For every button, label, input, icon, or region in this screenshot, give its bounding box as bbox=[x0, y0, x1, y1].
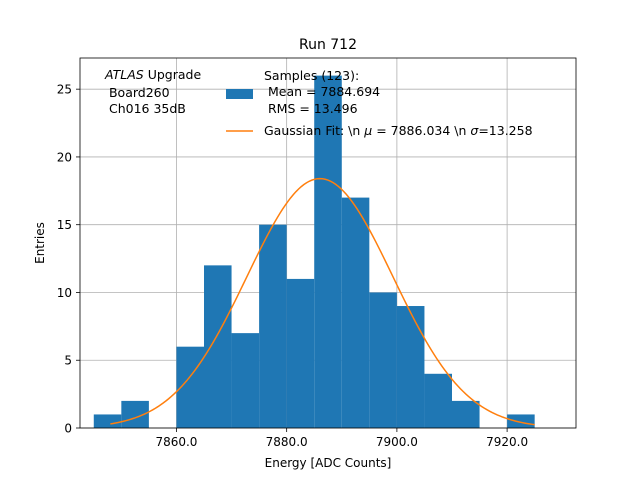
histogram-bar bbox=[452, 400, 480, 428]
histogram-bar bbox=[231, 333, 260, 428]
legend-fit-sigma-symbol: σ bbox=[470, 123, 479, 138]
y-tick-label: 0 bbox=[64, 422, 72, 436]
y-tick-label: 25 bbox=[57, 83, 72, 97]
histogram-bar bbox=[424, 373, 452, 428]
legend-fit-prefix: Gaussian Fit: \n bbox=[264, 123, 364, 138]
legend: Samples (123): Mean = 7884.694 RMS = 13.… bbox=[226, 68, 533, 138]
legend-histogram-swatch bbox=[226, 89, 253, 99]
y-tick-label: 20 bbox=[57, 150, 72, 164]
x-tick-label: 7900.0 bbox=[376, 435, 418, 449]
histogram-bar bbox=[204, 265, 232, 428]
legend-fit-sigma-value: =13.258 bbox=[478, 123, 532, 138]
x-axis-ticks: 7860.0 7880.0 7900.0 7920.0 bbox=[155, 428, 528, 449]
histogram-bar bbox=[341, 197, 370, 428]
legend-fit-mu-value: = 7886.034 \n bbox=[372, 123, 470, 138]
x-tick-label: 7920.0 bbox=[486, 435, 528, 449]
histogram-bars bbox=[93, 75, 535, 428]
x-axis-label: Energy [ADC Counts] bbox=[265, 456, 392, 470]
y-axis-label: Entries bbox=[33, 222, 47, 264]
histogram-bar bbox=[507, 414, 535, 428]
histogram-bar bbox=[259, 224, 287, 428]
legend-histogram-line-2: Mean = 7884.694 bbox=[264, 84, 380, 99]
x-tick-label: 7860.0 bbox=[155, 435, 197, 449]
atlas-annotation: ATLAS Upgrade Board260 Ch016 35dB bbox=[104, 67, 201, 116]
histogram-bar bbox=[314, 75, 342, 428]
upgrade-label: Upgrade bbox=[144, 67, 202, 82]
y-tick-label: 15 bbox=[57, 218, 72, 232]
legend-fit-label: Gaussian Fit: \n μ = 7886.034 \n σ=13.25… bbox=[264, 123, 533, 138]
legend-histogram-line-1: Samples (123): bbox=[264, 68, 359, 83]
atlas-label: ATLAS bbox=[104, 67, 144, 82]
legend-fit-mu-symbol: μ bbox=[363, 123, 372, 138]
histogram-bar bbox=[369, 292, 397, 428]
gaussian-fit-line bbox=[110, 177, 535, 426]
y-tick-label: 10 bbox=[57, 286, 72, 300]
y-tick-label: 5 bbox=[64, 354, 72, 368]
legend-histogram-line-3: RMS = 13.496 bbox=[264, 101, 358, 116]
histogram-bar bbox=[93, 414, 122, 428]
x-tick-label: 7880.0 bbox=[266, 435, 308, 449]
plot-frame bbox=[79, 57, 577, 429]
chart-title: Run 712 bbox=[299, 37, 357, 53]
histogram-bar bbox=[286, 278, 315, 428]
y-axis-ticks: 0 5 10 15 20 25 bbox=[57, 83, 80, 436]
histogram-bar bbox=[396, 306, 425, 428]
board-label: Board260 bbox=[105, 85, 170, 100]
svg-text:ATLAS Upgrade: ATLAS Upgrade bbox=[104, 67, 201, 82]
channel-label: Ch016 35dB bbox=[105, 101, 186, 116]
